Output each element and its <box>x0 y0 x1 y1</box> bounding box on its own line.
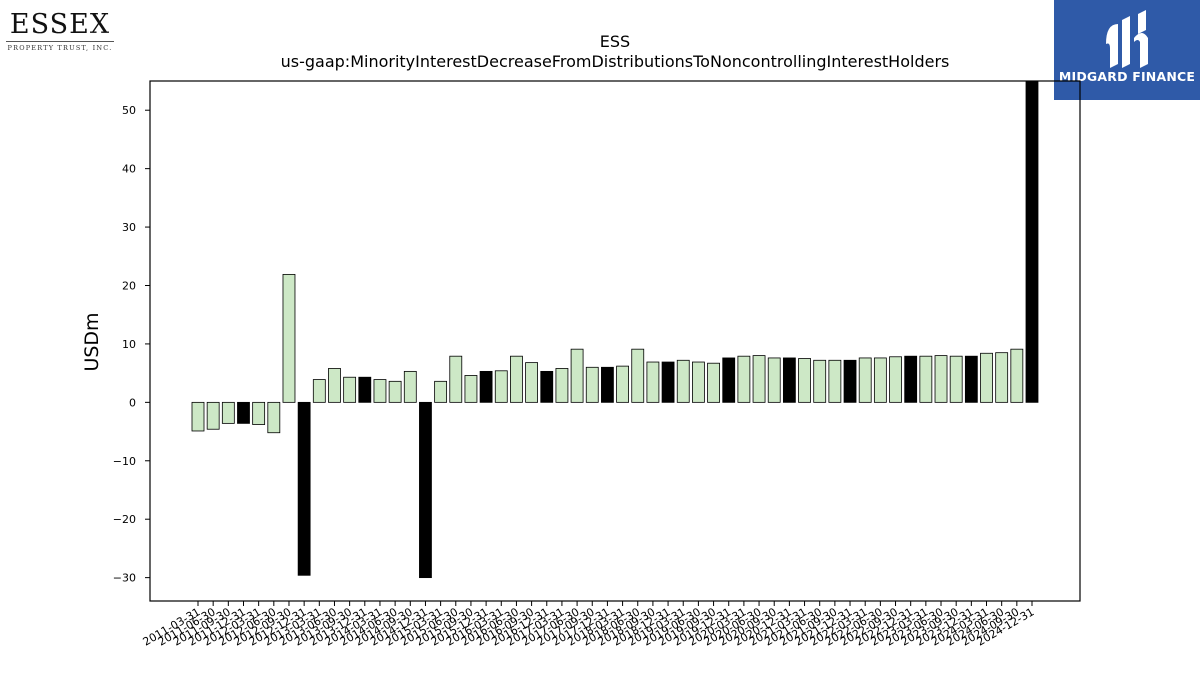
bar <box>464 375 478 403</box>
bar <box>479 370 493 403</box>
bar <box>525 362 538 403</box>
bar <box>616 365 629 403</box>
bar <box>934 355 948 403</box>
bar <box>601 366 614 403</box>
bar <box>585 366 599 403</box>
bar <box>752 355 766 403</box>
essex-logo-tagline: PROPERTY TRUST, INC. <box>7 44 113 52</box>
bar <box>798 358 811 403</box>
bar <box>328 368 341 403</box>
bar <box>267 401 281 434</box>
bar <box>873 357 887 403</box>
y-tick-label: 40 <box>122 163 136 176</box>
bar <box>206 401 220 430</box>
essex-logo: ESSEX PROPERTY TRUST, INC. <box>6 10 114 52</box>
y-tick-label: 50 <box>122 104 136 117</box>
bar <box>1025 80 1039 403</box>
bar <box>191 401 205 432</box>
bar <box>692 361 705 403</box>
bar <box>964 355 978 403</box>
bar <box>494 370 508 403</box>
bar <box>843 359 857 403</box>
bar <box>828 359 842 403</box>
bar <box>312 379 326 403</box>
bar <box>510 355 523 403</box>
bar <box>434 380 448 403</box>
essex-logo-name: ESSEX <box>9 9 111 40</box>
bar <box>570 348 584 403</box>
bar <box>631 348 645 403</box>
y-tick-label: 20 <box>122 279 136 292</box>
midgard-logo-name: MIDGARD FINANCE <box>1058 69 1196 84</box>
y-tick-label: −20 <box>113 513 136 526</box>
bar <box>858 357 872 403</box>
bar <box>358 376 372 403</box>
essex-logo-rule <box>6 41 114 42</box>
bar <box>221 401 235 424</box>
bar <box>555 368 569 403</box>
bar <box>889 356 902 403</box>
bar <box>419 401 432 579</box>
bar <box>282 273 296 403</box>
bar <box>1010 348 1024 403</box>
bar <box>904 355 918 403</box>
bar <box>343 376 357 403</box>
bar <box>661 361 675 403</box>
bar <box>373 379 387 403</box>
bar <box>297 401 311 576</box>
bar <box>388 380 402 403</box>
chart-subtitle: us-gaap:MinorityInterestDecreaseFromDist… <box>280 52 950 71</box>
bar <box>676 359 690 403</box>
y-tick-label: 10 <box>122 338 136 351</box>
bar <box>646 361 660 403</box>
bar <box>722 357 736 403</box>
bar <box>449 355 463 403</box>
y-tick-label: 30 <box>122 221 136 234</box>
bar <box>767 357 781 403</box>
bar <box>403 370 417 403</box>
y-tick-label: −10 <box>113 455 136 468</box>
y-tick-label: 0 <box>129 396 136 409</box>
bar <box>782 357 796 403</box>
bar <box>707 362 720 403</box>
chart-title: ESS <box>599 32 631 51</box>
bar <box>737 355 751 403</box>
plot-frame <box>149 80 1081 602</box>
bar <box>995 352 1009 403</box>
midgard-finance-logo: MIDGARD FINANCE <box>1054 0 1200 100</box>
y-tick-label: −30 <box>113 572 136 585</box>
bar <box>813 359 827 403</box>
bar <box>919 355 933 403</box>
midgard-mark-icon <box>1106 10 1148 68</box>
chart-title-block: ESS us-gaap:MinorityInterestDecreaseFrom… <box>150 32 1080 72</box>
bar <box>980 352 993 403</box>
bar <box>237 401 250 424</box>
bar <box>540 370 554 403</box>
bar <box>949 355 963 403</box>
bar <box>252 401 266 425</box>
